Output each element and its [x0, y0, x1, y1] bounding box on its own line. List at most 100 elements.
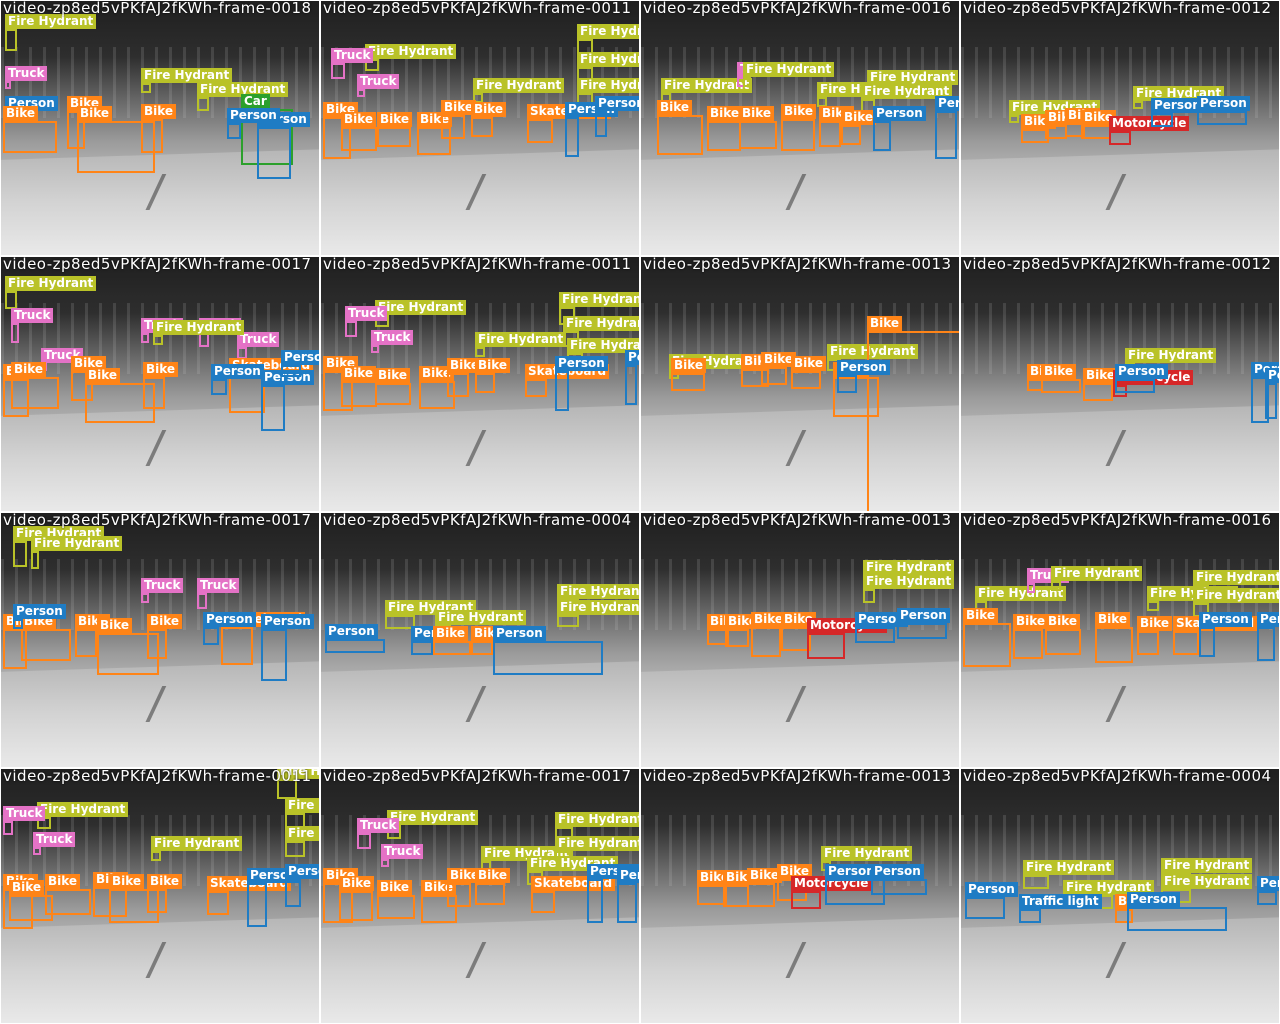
detection-label: Fire Hydrant	[151, 836, 243, 851]
detection-label: Fire Hydrant	[31, 536, 123, 551]
detection-box: Fire Hydrant	[863, 560, 955, 589]
detection-label: Bike	[441, 100, 477, 115]
detection-box: Person	[587, 864, 639, 923]
detection-box: Fire Hydrant	[153, 320, 245, 345]
detection-label: Fire Hydrant	[375, 300, 467, 315]
detection-box: Truck	[33, 832, 76, 855]
detection-box: Person	[411, 626, 464, 655]
detection-label: Fire Hydrant	[1023, 860, 1115, 875]
detection-box: Truck	[1027, 568, 1070, 593]
detection-label: Bike	[475, 358, 511, 373]
frame-tile: video-zp8ed5vPKfAJ2fKWh-frame-0011 Fire H…	[1, 769, 319, 1023]
frame-tile: video-zp8ed5vPKfAJ2fKWh-frame-0016 Fire H…	[641, 1, 959, 255]
detection-box: Bike	[9, 880, 53, 921]
detection-box: Fire Hydrant	[197, 82, 289, 111]
detection-box: Bike	[447, 358, 483, 397]
detection-box: Skateboard	[207, 876, 292, 915]
detection-label: Bike	[707, 106, 743, 121]
detection-box: Fire Hydrant	[1133, 86, 1225, 109]
detection-box: Bike	[867, 316, 959, 511]
detection-label: Bike	[375, 368, 411, 383]
detection-box: Bike	[1045, 110, 1081, 139]
detection-label: Fire Hydrant	[861, 84, 953, 99]
detection-box: Person	[595, 96, 639, 137]
detection-box: Person	[13, 604, 66, 629]
detection-label: Bike	[1041, 364, 1077, 379]
detection-box: Fire Hydrant	[577, 24, 639, 59]
detection-box: Bike	[751, 612, 787, 657]
detection-box: Skateboard	[527, 104, 612, 143]
detection-label: Person	[493, 626, 546, 641]
detection-label: Bike	[657, 100, 693, 115]
detection-box: Person	[261, 614, 314, 681]
detection-box: Bike	[671, 358, 707, 391]
detection-box: Skateboard	[1173, 616, 1258, 655]
detection-box: Truck	[357, 818, 400, 849]
detection-box: Person	[493, 626, 603, 675]
detection-box: Truck	[197, 578, 240, 609]
road-surface	[1, 405, 319, 511]
detection-box: Person	[285, 864, 319, 907]
detection-label: Bike	[143, 362, 179, 377]
detection-box: Fire Hydrant	[435, 610, 527, 637]
detection-box: Bike	[1095, 612, 1133, 663]
detection-box: Bike	[747, 868, 783, 907]
detection-label: Fire Hydrant	[1125, 348, 1217, 363]
detection-label: Bike	[11, 362, 47, 377]
detection-box: Bike	[147, 874, 183, 913]
detection-box: Fire Hydrant	[1023, 860, 1115, 889]
detection-label: Person	[855, 612, 908, 627]
detection-box: Fire Hydrant	[827, 344, 919, 371]
road-surface	[1, 661, 319, 767]
detection-box: Person	[281, 350, 319, 377]
road-surface	[641, 661, 959, 767]
detection-label: Bike	[1083, 368, 1119, 383]
detection-box: Bike	[141, 104, 177, 153]
detection-label: Bike	[791, 356, 827, 371]
detection-box: Person	[257, 112, 310, 179]
frame-tile: video-zp8ed5vPKfAJ2fKWh-frame-0018 Fire H…	[1, 1, 319, 255]
detection-label: Person	[965, 882, 1018, 897]
detection-box: Bike	[143, 362, 179, 409]
detection-label: Bike	[671, 358, 707, 373]
detection-label: Fire Hydrant	[555, 836, 639, 851]
frame-title: video-zp8ed5vPKfAJ2fKWh-frame-0012	[963, 1, 1272, 17]
detection-box: Bike	[109, 874, 159, 923]
detection-box: Person	[873, 106, 926, 151]
detection-label: Fire Hydrant	[559, 292, 639, 307]
detection-label: Bike	[341, 112, 377, 127]
frame-tile: video-zp8ed5vPKfAJ2fKWh-frame-0011 Fire H…	[321, 257, 639, 511]
detection-label: Truck	[237, 332, 280, 347]
detection-label: Bike	[1045, 614, 1081, 629]
detection-box: Bike	[45, 874, 91, 915]
detection-label: Bike	[1081, 110, 1117, 125]
detection-label: Fire Hydrant	[277, 769, 319, 779]
detection-label: Fire Hydrant	[5, 14, 97, 29]
detection-label: Person	[825, 864, 878, 879]
detection-label: Bike	[71, 356, 107, 371]
frame-tile: video-zp8ed5vPKfAJ2fKWh-frame-0013 Fire H…	[641, 257, 959, 511]
detection-box: Truck	[141, 578, 184, 603]
road-surface	[321, 917, 639, 1023]
detection-label: Person	[873, 106, 926, 121]
detection-box: Bike	[375, 368, 411, 405]
detection-box: Fire Hydrant	[475, 332, 567, 357]
detection-box: Truck	[3, 806, 46, 835]
detection-label: Bike	[777, 864, 813, 879]
detection-label: Bike	[867, 316, 903, 331]
detection-label: Fire Hydrant	[555, 812, 639, 827]
detection-label: Fire Hydrant	[435, 610, 527, 625]
detection-box: Person	[211, 364, 264, 395]
detection-label: Bike	[1095, 612, 1131, 627]
detection-box: Person	[1257, 876, 1279, 905]
detection-box: Fire Hydrant	[821, 846, 913, 871]
detection-label: Person	[595, 96, 639, 111]
detection-label: Bike	[339, 876, 375, 891]
detection-box: Traffic light	[1019, 894, 1102, 923]
treeline-background	[961, 302, 1279, 374]
detection-label: Fire Hydrant	[387, 810, 479, 825]
road-surface	[641, 917, 959, 1023]
detection-box: Fire Hydrant	[473, 78, 565, 103]
detection-box: Bike	[963, 608, 1011, 667]
frame-title: video-zp8ed5vPKfAJ2fKWh-frame-0017	[3, 257, 312, 273]
